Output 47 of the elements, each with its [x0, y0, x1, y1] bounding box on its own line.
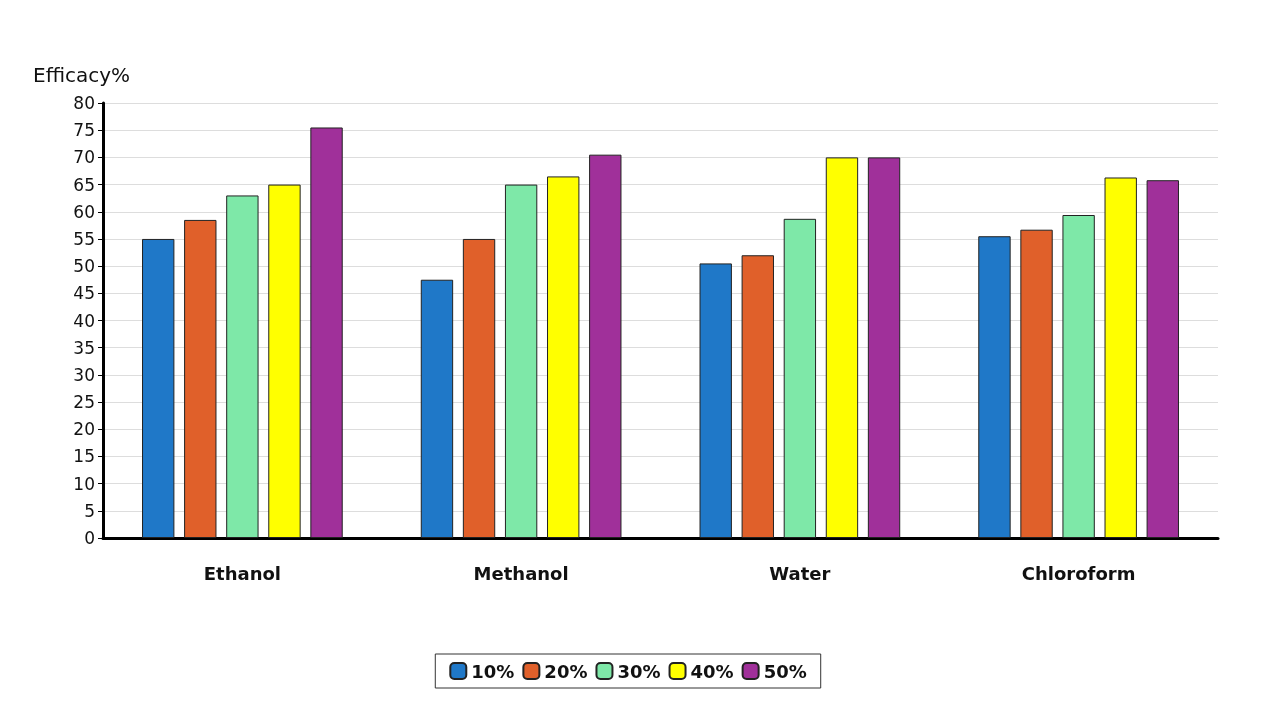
x-tick-label: Chloroform: [1021, 562, 1136, 584]
y-tick-label: 65: [73, 174, 95, 195]
y-tick-label: 45: [73, 283, 95, 304]
bar: [310, 127, 343, 538]
bar: [783, 218, 817, 538]
legend-label: 30%: [617, 660, 661, 682]
bar: [142, 238, 175, 538]
bar: [547, 176, 580, 538]
y-tick-label: 55: [73, 228, 95, 249]
bar: [504, 184, 538, 538]
y-tick-label: 35: [73, 337, 95, 358]
y-tick-label: 10: [73, 473, 95, 494]
y-tick-label: 60: [73, 201, 95, 222]
x-tick-label: Water: [769, 562, 831, 584]
bar: [1062, 215, 1095, 538]
bar: [1020, 229, 1053, 538]
bar: [420, 279, 454, 538]
bar: [462, 238, 496, 538]
bar: [1104, 177, 1137, 538]
y-tick-label: 70: [73, 147, 95, 168]
legend-label: 40%: [690, 660, 734, 682]
y-axis-title: Efficacy%: [33, 63, 131, 87]
bar: [184, 219, 217, 538]
y-tick-label: 20: [73, 419, 95, 440]
y-tick-label: 15: [73, 446, 95, 467]
legend-label: 10%: [471, 660, 515, 682]
bar: [867, 157, 901, 538]
y-tick-label: 5: [84, 500, 95, 521]
bar: [825, 157, 859, 538]
legend-label: 20%: [544, 660, 588, 682]
y-tick-label: 30: [73, 364, 95, 385]
bar: [1146, 180, 1179, 538]
bar: [978, 236, 1011, 538]
y-tick-label: 80: [73, 93, 95, 113]
x-tick-label: Methanol: [473, 562, 569, 584]
x-tick-label: Ethanol: [203, 562, 281, 584]
y-tick-label: 25: [73, 392, 95, 413]
y-tick-label: 0: [84, 528, 95, 548]
y-tick-label: 50: [73, 256, 95, 277]
bar: [741, 255, 774, 538]
bar: [226, 195, 259, 538]
bar: [699, 263, 732, 538]
bar: [268, 184, 301, 538]
bar: [589, 154, 622, 538]
legend-label: 50%: [763, 660, 807, 682]
y-tick-label: 40: [73, 310, 95, 331]
y-tick-label: 75: [73, 120, 95, 141]
